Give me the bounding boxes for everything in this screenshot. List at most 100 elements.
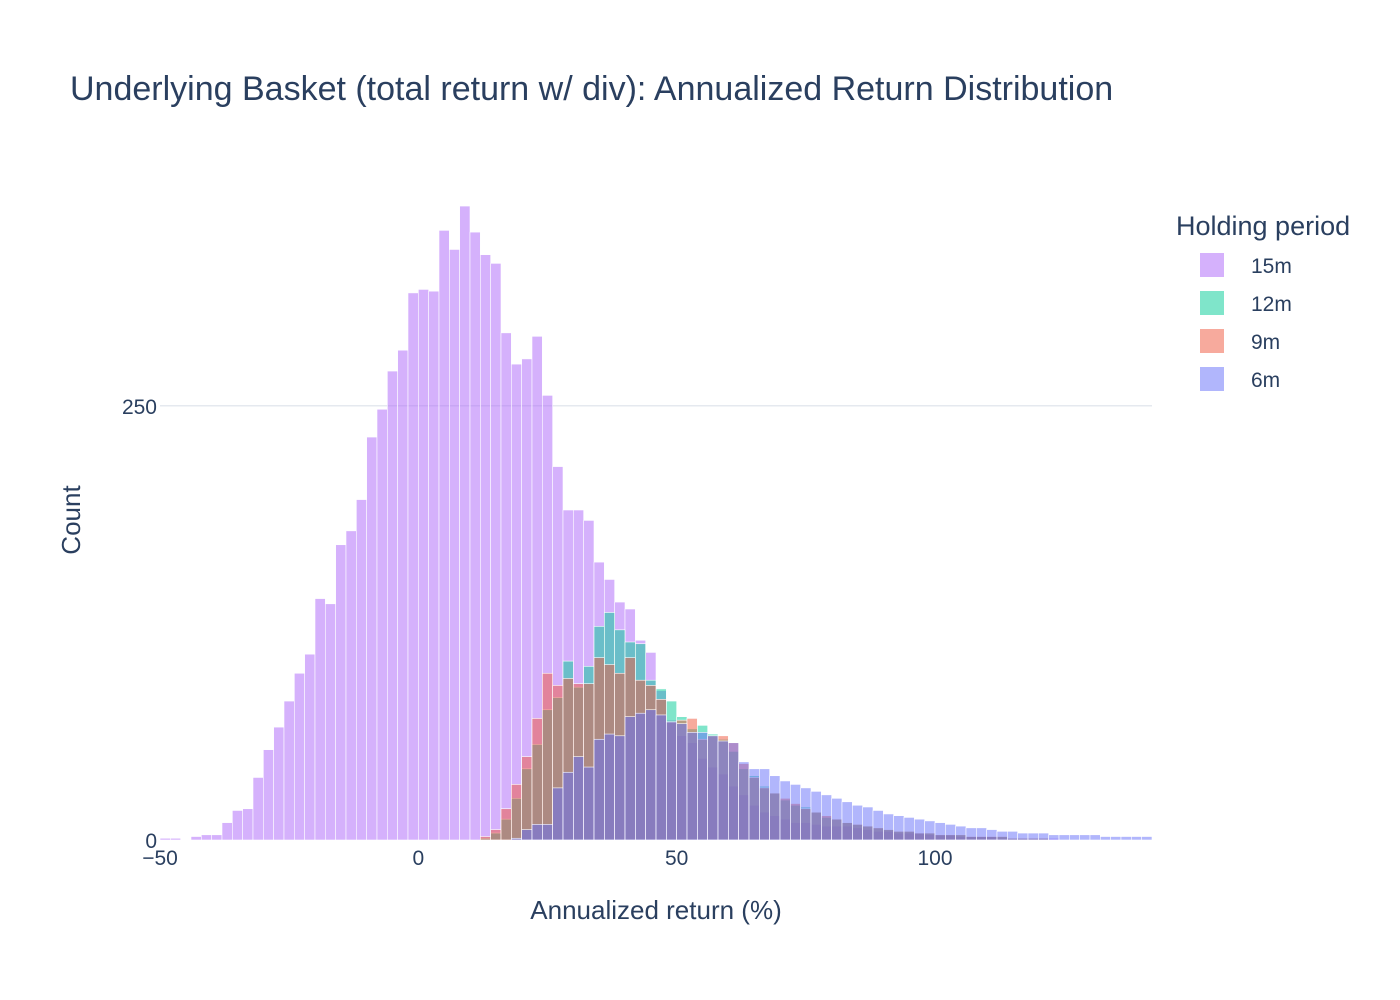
- bar-15m: [314, 598, 326, 841]
- bar-6m: [1079, 834, 1091, 841]
- bar-6m: [965, 827, 977, 841]
- bar-15m: [345, 530, 357, 841]
- bar-15m: [325, 603, 336, 841]
- bar-6m: [841, 801, 853, 841]
- bar-6m: [779, 780, 791, 841]
- bar-15m: [232, 810, 243, 841]
- bar-6m: [893, 815, 905, 841]
- x-tick-label: 50: [665, 847, 688, 870]
- legend-label: 15m: [1251, 255, 1292, 278]
- bar-6m: [583, 766, 595, 841]
- bar-15m: [469, 231, 481, 841]
- bar-6m: [624, 716, 636, 841]
- y-tick-label: 250: [122, 396, 157, 419]
- bar-15m: [211, 834, 223, 841]
- bar-6m: [883, 813, 894, 841]
- bar-15m: [283, 700, 295, 841]
- x-tick-label: −50: [142, 847, 178, 870]
- bar-15m: [397, 349, 409, 841]
- legend-swatch: [1200, 253, 1224, 277]
- bar-6m: [552, 787, 564, 841]
- bar-6m: [1100, 836, 1111, 841]
- bar-6m: [1069, 834, 1080, 841]
- bar-9m: [521, 756, 533, 841]
- legend-title: Holding period: [1176, 211, 1350, 241]
- legend-item-6m[interactable]: 6m: [1200, 367, 1280, 392]
- bar-6m: [645, 709, 657, 841]
- bar-6m: [542, 824, 553, 841]
- bar-6m: [686, 732, 698, 841]
- legend-label: 6m: [1251, 369, 1280, 392]
- bar-6m: [1131, 836, 1142, 841]
- bar-6m: [676, 723, 688, 841]
- legend-swatch: [1200, 291, 1224, 315]
- bar-15m: [459, 205, 471, 841]
- legend-item-15m[interactable]: 15m: [1200, 253, 1292, 278]
- bar-6m: [769, 775, 781, 841]
- bar-6m: [790, 784, 801, 841]
- bar-6m: [635, 712, 646, 841]
- legend-swatch: [1200, 329, 1224, 353]
- legend-item-9m[interactable]: 9m: [1200, 329, 1280, 354]
- bar-6m: [1141, 836, 1153, 841]
- bar-6m: [986, 829, 998, 841]
- bar-15m: [159, 837, 171, 841]
- bar-9m: [490, 829, 502, 841]
- bar-6m: [1007, 831, 1018, 841]
- bar-15m: [170, 837, 181, 841]
- bar-9m: [531, 718, 543, 841]
- bar-6m: [821, 794, 832, 841]
- bar-6m: [593, 738, 605, 841]
- y-tick-label: 0: [145, 830, 157, 853]
- bar-15m: [242, 808, 254, 841]
- bar-6m: [1017, 832, 1029, 841]
- bar-15m: [304, 653, 316, 841]
- bar-6m: [924, 820, 936, 841]
- bar-15m: [366, 436, 378, 841]
- bar-9m: [500, 808, 512, 841]
- bar-6m: [562, 771, 574, 841]
- legend-swatch: [1200, 367, 1224, 391]
- x-tick-label: 100: [917, 847, 952, 870]
- bar-15m: [387, 370, 398, 841]
- bar-6m: [759, 768, 770, 841]
- bar-15m: [273, 726, 285, 841]
- bar-15m: [201, 834, 212, 841]
- bar-6m: [604, 733, 615, 841]
- bar-6m: [852, 804, 863, 841]
- bar-6m: [738, 761, 750, 841]
- bar-15m: [221, 822, 233, 841]
- legend-item-12m[interactable]: 12m: [1200, 291, 1292, 316]
- chart-title: Underlying Basket (total return w/ div):…: [70, 70, 1113, 108]
- bar-6m: [1048, 834, 1060, 841]
- bar-15m: [335, 544, 347, 841]
- bar-15m: [356, 499, 367, 841]
- bar-15m: [190, 836, 202, 841]
- bar-6m: [573, 756, 584, 841]
- bar-15m: [418, 289, 429, 841]
- bar-6m: [748, 768, 760, 841]
- bar-6m: [1038, 832, 1049, 841]
- series-6m: [511, 709, 1153, 841]
- bar-6m: [697, 732, 708, 841]
- bar-9m: [480, 836, 491, 841]
- bar-6m: [655, 714, 667, 841]
- bar-15m: [438, 230, 450, 841]
- y-axis-title: Count: [56, 485, 86, 555]
- bar-6m: [1110, 836, 1122, 841]
- bar-6m: [955, 825, 967, 841]
- bar-15m: [376, 408, 388, 841]
- bar-6m: [872, 810, 884, 841]
- bar-15m: [263, 749, 274, 841]
- bar-15m: [252, 777, 264, 841]
- bar-6m: [666, 721, 677, 841]
- bar-6m: [914, 818, 925, 841]
- bar-6m: [614, 735, 626, 841]
- bar-15m: [511, 363, 522, 841]
- bar-15m: [294, 672, 305, 841]
- bar-9m: [542, 672, 553, 841]
- bar-6m: [1089, 834, 1101, 841]
- bars: [159, 205, 1153, 841]
- bar-6m: [728, 742, 739, 841]
